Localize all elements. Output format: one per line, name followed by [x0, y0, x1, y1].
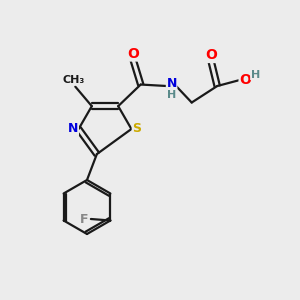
Text: F: F	[80, 212, 88, 226]
Text: N: N	[68, 122, 78, 136]
Text: O: O	[127, 47, 139, 61]
Text: O: O	[205, 48, 217, 62]
Text: CH₃: CH₃	[63, 75, 85, 85]
Text: H: H	[167, 90, 176, 100]
Text: H: H	[251, 70, 260, 80]
Text: O: O	[239, 73, 251, 87]
Text: N: N	[167, 76, 177, 89]
Text: S: S	[132, 122, 141, 136]
